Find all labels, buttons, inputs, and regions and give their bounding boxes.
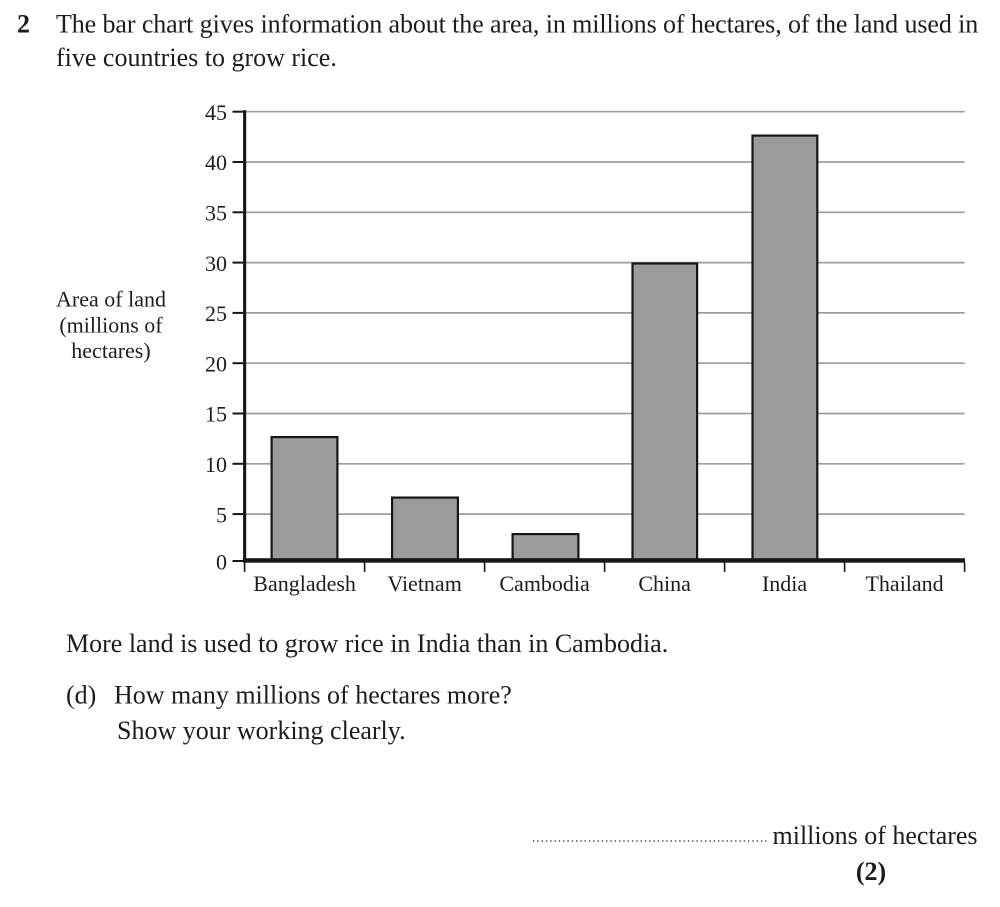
- svg-text:45: 45: [205, 100, 227, 125]
- svg-text:0: 0: [216, 549, 227, 574]
- svg-text:5: 5: [216, 502, 227, 527]
- svg-text:China: China: [638, 571, 691, 596]
- svg-text:India: India: [762, 571, 807, 596]
- svg-text:hectares): hectares): [71, 338, 150, 363]
- svg-text:More land is used to grow rice: More land is used to grow rice in India …: [66, 629, 668, 658]
- svg-text:Cambodia: Cambodia: [499, 571, 590, 596]
- svg-text:20: 20: [205, 351, 227, 376]
- svg-text:Show your working clearly.: Show your working clearly.: [117, 716, 406, 745]
- svg-text:35: 35: [205, 201, 227, 226]
- svg-text:Area of land: Area of land: [56, 287, 166, 312]
- svg-text:(millions of: (millions of: [59, 313, 163, 338]
- svg-text:10: 10: [205, 452, 227, 477]
- svg-text:(d): (d): [66, 681, 96, 710]
- svg-text:Thailand: Thailand: [865, 571, 943, 596]
- svg-text:The bar chart gives informatio: The bar chart gives information about th…: [56, 10, 978, 39]
- svg-text:15: 15: [205, 402, 227, 427]
- svg-text:Bangladesh: Bangladesh: [253, 571, 356, 596]
- svg-text:25: 25: [205, 301, 227, 326]
- svg-text:30: 30: [205, 251, 227, 276]
- svg-text:How many millions of hectares: How many millions of hectares more?: [114, 681, 512, 710]
- svg-text:2: 2: [17, 10, 30, 39]
- svg-text:Vietnam: Vietnam: [387, 571, 461, 596]
- svg-text:millions of hectares: millions of hectares: [773, 821, 978, 850]
- svg-text:40: 40: [205, 150, 227, 175]
- svg-text:five countries to grow rice.: five countries to grow rice.: [56, 43, 337, 72]
- svg-text:(2): (2): [856, 857, 886, 886]
